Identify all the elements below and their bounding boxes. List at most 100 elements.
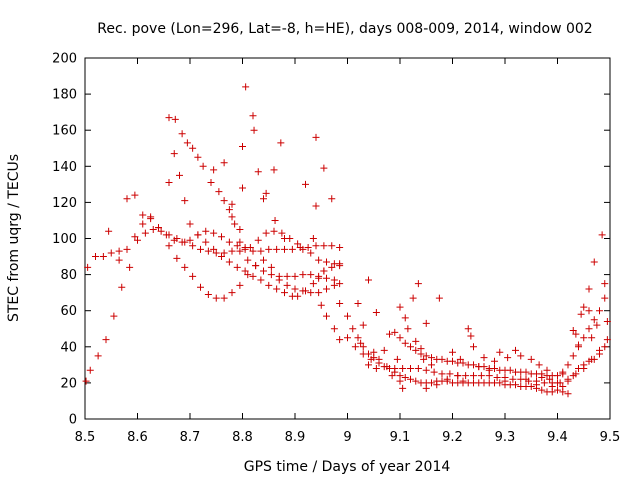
data-point — [181, 263, 189, 271]
data-point — [344, 312, 351, 320]
data-point — [215, 188, 223, 196]
data-point — [575, 341, 582, 349]
y-tick-label: 140 — [52, 160, 77, 175]
data-point — [585, 307, 593, 315]
data-point — [312, 202, 320, 210]
data-point — [218, 253, 225, 261]
data-point — [309, 280, 317, 288]
data-point — [388, 372, 396, 380]
data-point — [522, 375, 530, 383]
data-point — [428, 354, 435, 362]
data-point — [359, 321, 367, 329]
data-point — [417, 345, 425, 353]
y-axis: 0 20 40 60 80 100 120 140 160 180 200 — [52, 52, 610, 428]
data-point — [596, 307, 603, 315]
data-point — [438, 370, 446, 378]
data-point — [477, 372, 485, 380]
data-point — [422, 352, 430, 360]
data-point — [527, 355, 535, 363]
data-point — [572, 330, 580, 338]
data-point — [317, 301, 325, 309]
data-point — [270, 166, 278, 174]
data-point — [580, 364, 588, 372]
data-point — [210, 245, 218, 253]
y-tick-label: 100 — [52, 232, 77, 247]
data-point — [323, 274, 330, 282]
data-point — [273, 285, 281, 293]
data-point — [323, 312, 330, 320]
data-point — [186, 220, 194, 228]
data-point — [320, 164, 328, 172]
data-point — [512, 346, 519, 354]
data-point — [299, 271, 307, 279]
data-point — [512, 381, 519, 389]
data-point — [506, 366, 514, 374]
data-point — [603, 318, 611, 326]
data-point — [228, 247, 236, 255]
data-point — [312, 242, 320, 250]
data-point — [470, 372, 477, 380]
data-point — [540, 379, 548, 387]
data-point — [430, 368, 438, 376]
data-point — [210, 166, 218, 174]
data-point — [446, 370, 454, 378]
data-point — [543, 366, 551, 374]
data-point — [197, 245, 204, 253]
data-point — [283, 281, 291, 289]
x-tick-label: 9.1 — [390, 430, 411, 445]
data-point — [242, 83, 250, 91]
data-point — [588, 334, 596, 342]
data-point — [165, 179, 173, 187]
data-points — [82, 83, 611, 398]
data-point — [115, 256, 123, 264]
data-point — [236, 247, 244, 255]
data-point — [422, 366, 430, 374]
data-point — [189, 144, 197, 152]
data-point — [262, 229, 270, 237]
data-point — [475, 363, 483, 371]
data-point — [323, 285, 330, 293]
data-point — [307, 249, 315, 257]
data-point — [312, 133, 320, 141]
data-point — [239, 142, 246, 150]
data-point — [220, 159, 228, 167]
data-point — [603, 336, 611, 344]
data-point — [470, 361, 477, 369]
data-point — [359, 343, 367, 351]
data-point — [380, 346, 388, 354]
data-point — [131, 191, 139, 199]
data-point — [302, 287, 309, 295]
data-point — [183, 139, 191, 147]
data-point — [401, 373, 409, 381]
data-point — [84, 263, 92, 271]
data-point — [228, 213, 236, 221]
data-point — [412, 337, 420, 345]
data-point — [414, 364, 422, 372]
data-point — [249, 247, 257, 255]
data-point — [147, 213, 155, 221]
data-point — [449, 348, 456, 356]
data-point — [278, 229, 286, 237]
data-point — [225, 258, 233, 266]
x-tick-label: 9.2 — [442, 430, 463, 445]
data-point — [386, 330, 393, 338]
data-point — [189, 242, 197, 250]
plot-frame — [84, 57, 611, 420]
data-point — [291, 272, 299, 280]
data-point — [102, 336, 110, 344]
data-point — [593, 321, 601, 329]
y-tick-label: 60 — [60, 304, 77, 319]
data-point — [407, 364, 414, 372]
data-point — [438, 355, 446, 363]
data-point — [304, 244, 312, 252]
data-point — [554, 379, 561, 387]
data-point — [118, 283, 126, 291]
data-point — [141, 229, 149, 237]
data-point — [554, 386, 561, 394]
data-point — [244, 256, 252, 264]
data-point — [391, 328, 399, 336]
data-point — [407, 375, 414, 383]
data-point — [265, 281, 273, 289]
data-point — [588, 355, 596, 363]
